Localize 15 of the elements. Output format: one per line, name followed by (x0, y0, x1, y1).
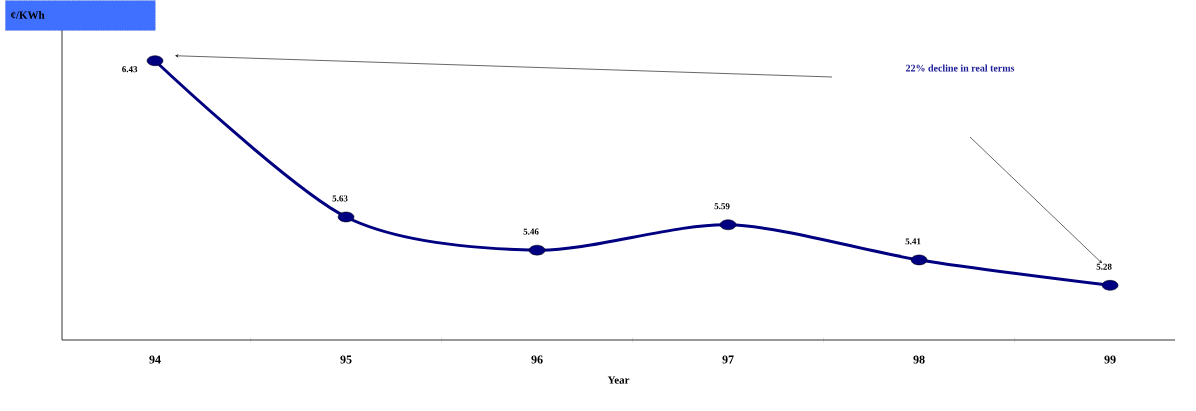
x-tick-label: 98 (913, 355, 925, 364)
data-label: 5.63 (332, 195, 348, 202)
x-tick-label: 99 (1104, 355, 1116, 364)
x-axis-title: Year (607, 376, 630, 384)
x-tick-label: 96 (531, 355, 543, 364)
data-label: 6.43 (122, 66, 138, 73)
x-tick-label: 95 (340, 355, 352, 364)
data-label: 5.59 (714, 203, 730, 210)
data-label: 5.28 (1096, 263, 1112, 270)
data-label: 5.41 (905, 238, 921, 245)
x-tick-label: 97 (722, 355, 734, 364)
y-axis-title: ¢/KWh (10, 11, 45, 19)
data-label: 5.46 (523, 228, 539, 235)
annotation: 22% decline in real terms (906, 64, 1015, 72)
x-tick-label: 94 (149, 355, 161, 364)
